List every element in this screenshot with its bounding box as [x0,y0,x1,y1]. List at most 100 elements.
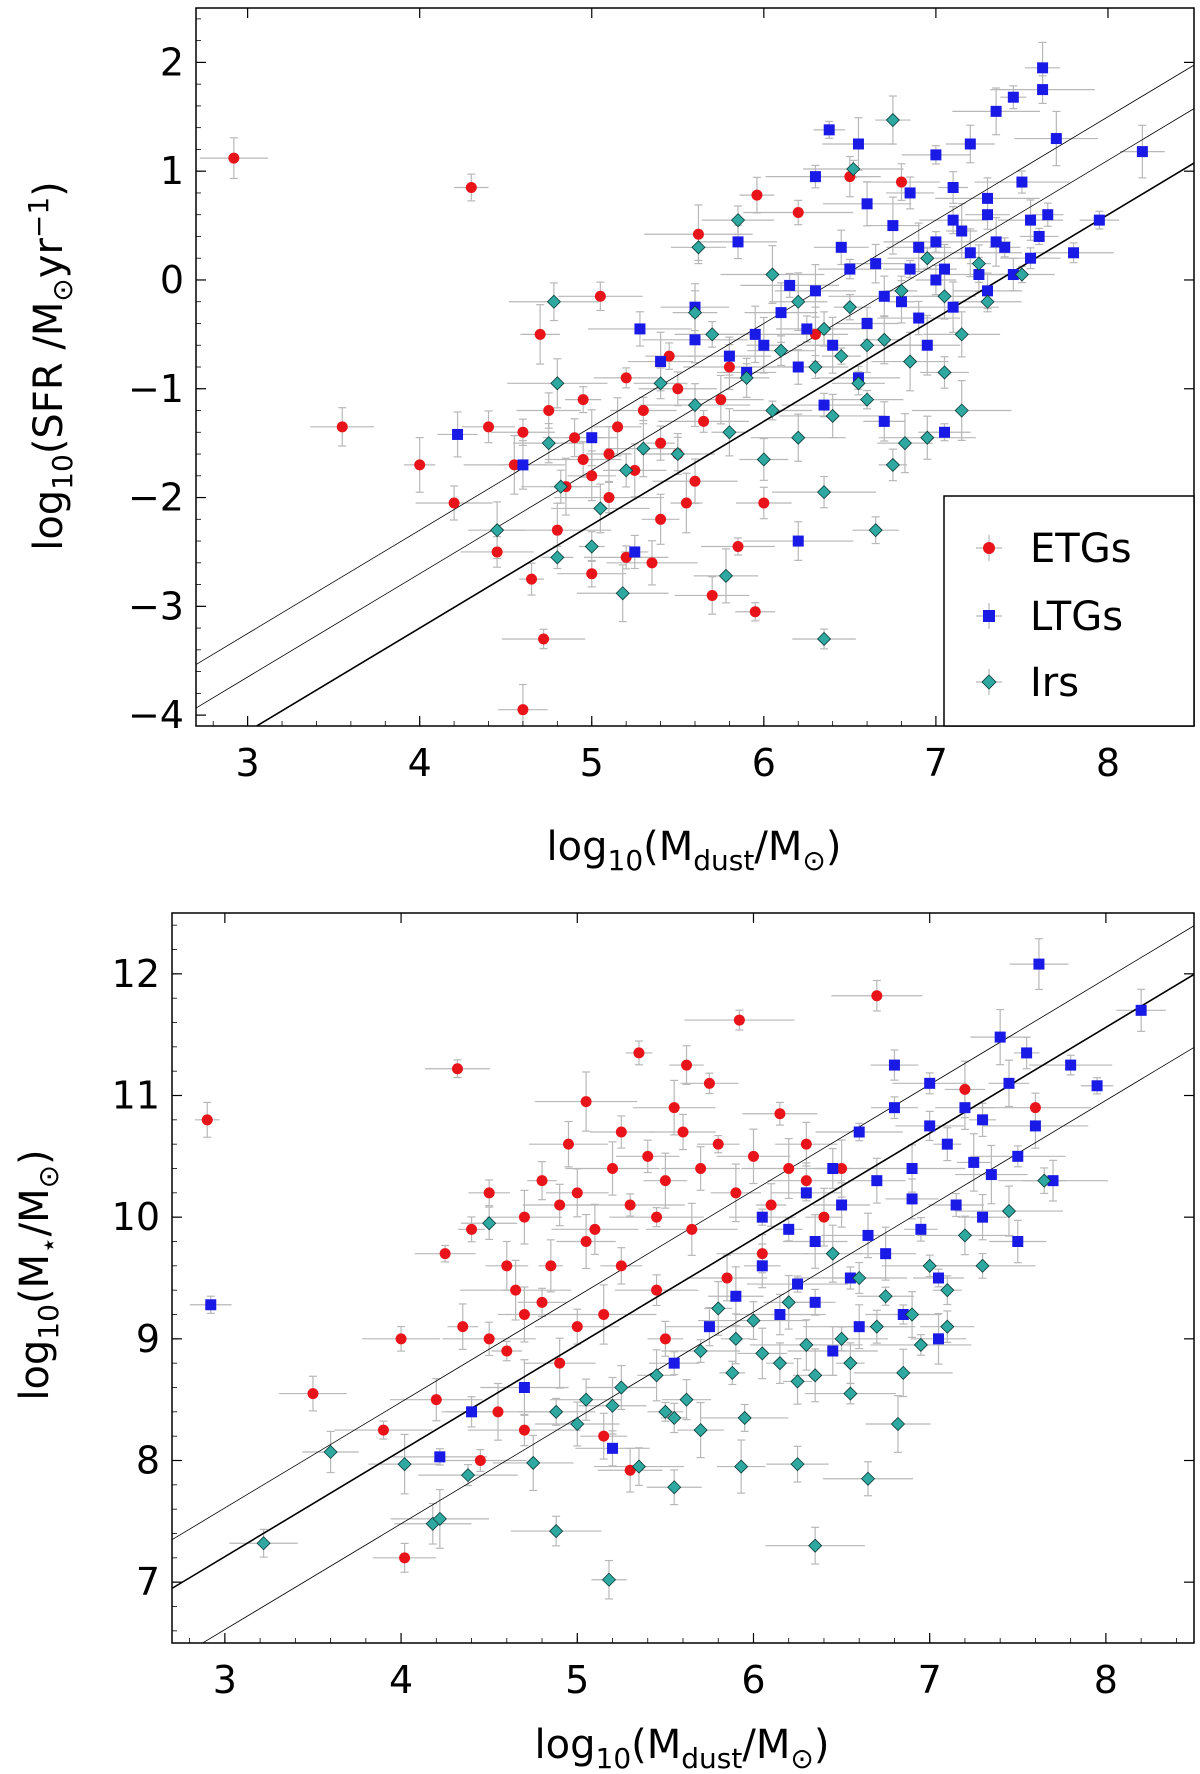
data-point-irs [890,1416,906,1432]
data-point-ltgs [1025,214,1037,226]
data-point-etgs [620,372,632,384]
data-point-irs [975,1258,990,1273]
data-point-ltgs [827,1345,839,1357]
data-point-etgs [695,1163,707,1174]
data-point-etgs [562,1138,574,1150]
data-point-irs [549,1524,564,1539]
data-point-etgs [228,152,240,164]
data-point-etgs [603,448,615,460]
data-point-irs [460,1468,476,1483]
data-point-etgs [598,1309,610,1320]
data-point-irs [765,267,780,282]
data-point-etgs [703,1077,715,1089]
data-point-etgs [501,1345,513,1357]
data-point-ltgs [466,1406,478,1418]
data-point-etgs [672,383,684,395]
data-point-ltgs [888,1059,900,1071]
data-point-ltgs [1012,1236,1024,1247]
data-point-irs [601,1572,617,1587]
data-point-etgs [663,350,675,362]
data-point-ltgs [723,350,735,362]
y-axis-label-top: log10(SFR /M⊙yr−1) [22,181,79,551]
y-tick-label: 12 [112,952,160,996]
data-point-etgs [451,1063,463,1075]
data-point-etgs [783,1163,795,1174]
data-point-irs [957,1228,972,1243]
data-point-etgs [712,1138,724,1150]
data-point-irs [728,1331,743,1346]
data-point-etgs [730,1187,742,1199]
data-point-etgs [629,464,641,476]
data-point-irs [808,359,823,375]
data-point-irs [323,1444,338,1460]
y-tick-label: −3 [128,584,184,628]
data-point-irs [860,338,875,353]
data-point-irs [851,376,866,391]
data-point-irs [843,1356,858,1371]
data-point-ltgs [941,1138,953,1150]
x-ticks-top: 3 4 5 6 7 8 [212,8,1178,785]
data-point-etgs [474,1455,486,1466]
data-point-ltgs [586,432,598,444]
data-point-ltgs [1029,1120,1041,1132]
data-point-irs [834,349,849,364]
data-point-etgs [551,524,563,536]
data-point-ltgs [977,1211,989,1223]
data-point-ltgs [1033,230,1045,242]
data-point-etgs [508,459,520,471]
plot-frame-bottom [171,912,1195,1644]
data-point-ltgs [878,415,890,427]
data-point-ltgs [818,399,830,411]
fit-lines-bottom [172,925,1194,1643]
data-point-ltgs [844,263,856,275]
data-point-ltgs [749,328,761,340]
data-point-ltgs [939,263,950,275]
data-point-etgs [792,207,804,219]
data-point-irs [667,1480,682,1495]
data-point-ltgs [1136,146,1148,158]
x-tick-label: 4 [389,1658,413,1702]
data-point-ltgs [956,225,968,237]
data-point-etgs [689,475,701,487]
data-point-etgs [732,541,744,552]
data-point-irs [913,1337,928,1352]
data-point-ltgs [1135,1004,1147,1016]
data-point-ltgs [982,285,994,297]
data-point-irs [790,1457,805,1472]
y-tick-label: −2 [128,476,184,520]
data-point-ltgs [629,546,641,558]
data-point-ltgs [792,1278,804,1290]
legend-label-ltgs: LTGs [1030,594,1123,640]
data-point-etgs [517,426,529,438]
data-point-etgs [448,497,460,509]
data-point-etgs [677,1126,689,1138]
data-point-ltgs [904,263,916,275]
data-point-ltgs [689,334,701,346]
data-point-ltgs [906,1193,918,1205]
data-point-ltgs [1007,91,1019,103]
data-point-etgs [457,1321,469,1333]
data-point-irs [614,1380,629,1395]
data-point-etgs [721,1272,733,1284]
data-point-etgs [483,1187,495,1199]
data-point-ltgs [990,236,1002,248]
data-point-ltgs [655,356,667,368]
data-point-ltgs [1037,62,1049,74]
data-point-irs [756,452,771,467]
x-tick-label: 7 [918,1658,942,1702]
data-point-etgs [668,1102,680,1114]
data-point-ltgs [809,1236,821,1247]
data-point-ltgs [853,1321,865,1333]
sfr-vs-dust-panel: 3 4 5 6 7 8 2 1 0 −1 −2 −3 −4 ETGs LTGs Irs [22,7,1195,877]
data-point-etgs [554,1357,566,1369]
data-point-ltgs [930,236,942,248]
data-point-etgs [895,176,907,188]
data-point-ltgs [668,1357,680,1369]
data-point-etgs [733,1014,745,1026]
data-point-etgs [774,1108,786,1120]
legend-label-etgs: ETGs [1030,526,1132,572]
data-point-etgs [577,394,589,406]
data-point-ltgs [904,187,916,199]
data-point-etgs [201,1114,213,1126]
data-point-etgs [615,1260,627,1272]
